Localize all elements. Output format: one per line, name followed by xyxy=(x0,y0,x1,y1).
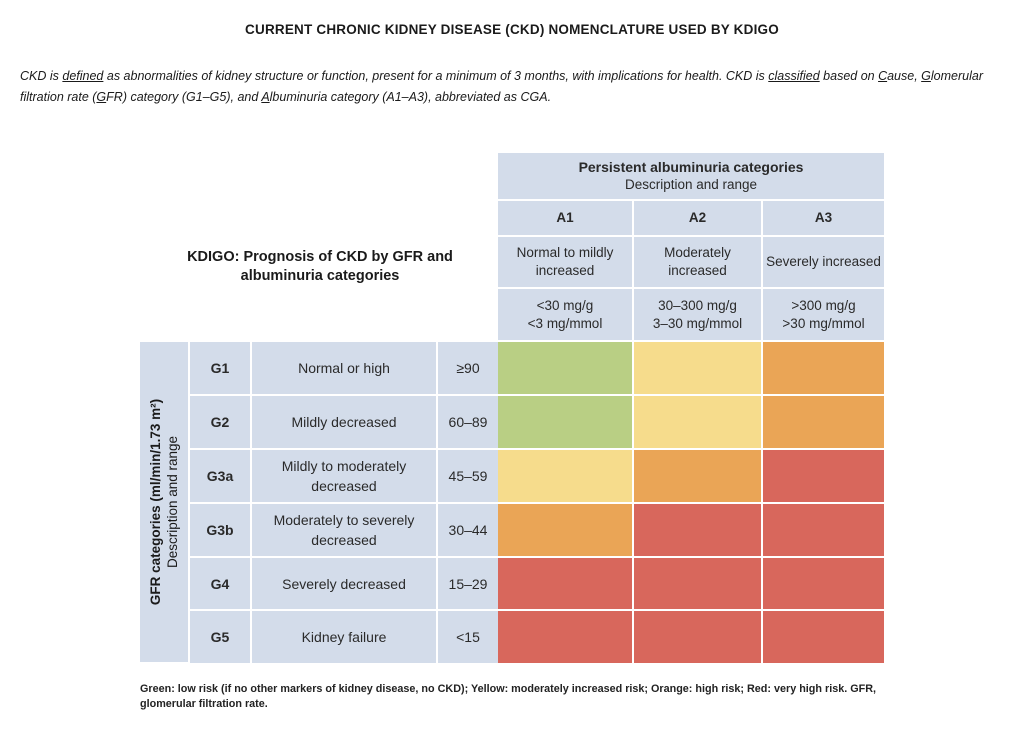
gfr-range-text: 45–59 xyxy=(448,468,488,484)
albuminuria-range-mg-g: 30–300 mg/g xyxy=(658,297,737,313)
albuminuria-col-desc: Normal to mildly increased xyxy=(498,237,634,289)
gfr-code-text: G3a xyxy=(206,468,234,484)
intro-text: as abnormalities of kidney structure or … xyxy=(103,69,769,83)
albuminuria-col-range: >300 mg/g >30 mg/mmol xyxy=(763,289,884,342)
risk-cell-very-high xyxy=(763,558,884,611)
intro-text: CKD is xyxy=(20,69,63,83)
intro-defined: defined xyxy=(62,69,104,83)
albuminuria-col-desc: Moderately increased xyxy=(634,237,763,289)
intro-text: based on xyxy=(819,69,879,83)
risk-cell-moderate xyxy=(634,396,763,450)
gfr-code-text: G1 xyxy=(210,360,230,376)
gfr-desc: Mildly to moderately decreased xyxy=(250,450,436,504)
albuminuria-col-desc: Severely increased xyxy=(763,237,884,289)
risk-cell-high xyxy=(498,504,634,558)
gfr-desc-text: Kidney failure xyxy=(301,629,387,645)
gfr-range: ≥90 xyxy=(436,342,498,396)
albuminuria-col-code: A1 xyxy=(498,201,634,237)
intro-gfr-g: G xyxy=(96,90,107,104)
risk-cell-low xyxy=(498,342,634,396)
risk-cell-very-high xyxy=(634,504,763,558)
gfr-code-text: G3b xyxy=(206,522,234,538)
gfr-range-text: 30–44 xyxy=(448,522,488,538)
albuminuria-col-code: A2 xyxy=(634,201,763,237)
intro-text: FR) category (G1–G5), and xyxy=(106,90,262,104)
gfr-code: G4 xyxy=(188,558,250,611)
albuminuria-heading-sub: Description and range xyxy=(624,177,758,192)
gfr-desc: Normal or high xyxy=(250,342,436,396)
gfr-range: 30–44 xyxy=(436,504,498,558)
gfr-desc-text: Moderately to severely decreased xyxy=(273,512,415,548)
intro-text: lomerular filtration rate ( xyxy=(20,69,984,104)
intro-paragraph: CKD is defined as abnormalities of kidne… xyxy=(20,66,1010,108)
albuminuria-col-range: <30 mg/g <3 mg/mmol xyxy=(498,289,634,342)
gfr-axis-band xyxy=(140,342,188,662)
gfr-code: G5 xyxy=(188,611,250,663)
albuminuria-range-mg-mmol: >30 mg/mmol xyxy=(782,315,865,331)
gfr-range-text: 15–29 xyxy=(448,575,488,592)
gfr-code-text: G2 xyxy=(210,414,230,430)
albuminuria-desc: Severely increased xyxy=(766,254,881,269)
intro-text: lbuminuria category (A1–A3), abbreviated… xyxy=(269,90,552,104)
footnote: Green: low risk (if no other markers of … xyxy=(140,683,876,710)
albuminuria-range-mg-mmol: <3 mg/mmol xyxy=(527,315,603,331)
gfr-range-text: 60–89 xyxy=(448,414,488,430)
gfr-desc-text: Mildly decreased xyxy=(291,414,397,430)
risk-cell-high xyxy=(763,342,884,396)
gfr-desc: Mildly decreased xyxy=(250,396,436,450)
albuminuria-desc: Moderately increased xyxy=(664,245,731,278)
albuminuria-range-mg-g: <30 mg/g xyxy=(536,297,594,313)
gfr-desc-text: Mildly to moderately decreased xyxy=(281,458,407,494)
albuminuria-range-mg-g: >300 mg/g xyxy=(791,297,856,313)
albuminuria-code: A3 xyxy=(814,210,833,225)
prognosis-title: KDIGO: Prognosis of CKD by GFR and album… xyxy=(187,249,453,284)
gfr-desc: Moderately to severely decreased xyxy=(250,504,436,558)
risk-cell-very-high xyxy=(634,558,763,611)
risk-cell-very-high xyxy=(498,558,634,611)
risk-cell-very-high xyxy=(763,611,884,663)
intro-a: A xyxy=(261,90,270,104)
intro-c: C xyxy=(878,69,888,83)
gfr-code: G1 xyxy=(188,342,250,396)
gfr-range: <15 xyxy=(436,611,498,663)
albuminuria-code: A2 xyxy=(688,210,707,225)
intro-classified: classified xyxy=(768,69,820,83)
intro-text: ause, xyxy=(887,69,922,83)
gfr-desc-text: Severely decreased xyxy=(282,575,406,592)
risk-cell-moderate xyxy=(498,450,634,504)
page-title: CURRENT CHRONIC KIDNEY DISEASE (CKD) NOM… xyxy=(245,22,779,37)
risk-cell-high xyxy=(634,450,763,504)
gfr-desc-text: Normal or high xyxy=(298,360,390,376)
gfr-code-text: G4 xyxy=(210,575,230,592)
albuminuria-desc: Normal to mildly increased xyxy=(516,245,614,278)
albuminuria-col-code: A3 xyxy=(763,201,884,237)
gfr-range-text: ≥90 xyxy=(456,360,480,376)
risk-cell-moderate xyxy=(634,342,763,396)
risk-cell-very-high xyxy=(498,611,634,663)
albuminuria-heading-title: Persistent albuminuria categories xyxy=(578,159,804,175)
gfr-range-text: <15 xyxy=(456,629,480,645)
gfr-axis-title: GFR categories (ml/min/1.73 m²) xyxy=(148,398,163,606)
risk-cell-very-high xyxy=(634,611,763,663)
gfr-range: 15–29 xyxy=(436,558,498,611)
intro-g: G xyxy=(921,69,931,83)
gfr-range: 60–89 xyxy=(436,396,498,450)
gfr-code-text: G5 xyxy=(210,629,230,645)
gfr-code: G2 xyxy=(188,396,250,450)
risk-cell-very-high xyxy=(763,450,884,504)
gfr-desc: Severely decreased xyxy=(250,558,436,611)
gfr-axis-sub: Description and range xyxy=(165,435,180,569)
gfr-range: 45–59 xyxy=(436,450,498,504)
risk-cell-very-high xyxy=(763,504,884,558)
albuminuria-heading: Persistent albuminuria categories Descri… xyxy=(498,153,884,201)
gfr-code: G3b xyxy=(188,504,250,558)
gfr-desc: Kidney failure xyxy=(250,611,436,663)
risk-cell-low xyxy=(498,396,634,450)
gfr-code: G3a xyxy=(188,450,250,504)
albuminuria-range-mg-mmol: 3–30 mg/mmol xyxy=(652,315,743,331)
albuminuria-code: A1 xyxy=(556,210,574,225)
risk-cell-high xyxy=(763,396,884,450)
gfr-axis-label: GFR categories (ml/min/1.73 m²) Descript… xyxy=(147,399,181,605)
albuminuria-col-range: 30–300 mg/g 3–30 mg/mmol xyxy=(634,289,763,342)
